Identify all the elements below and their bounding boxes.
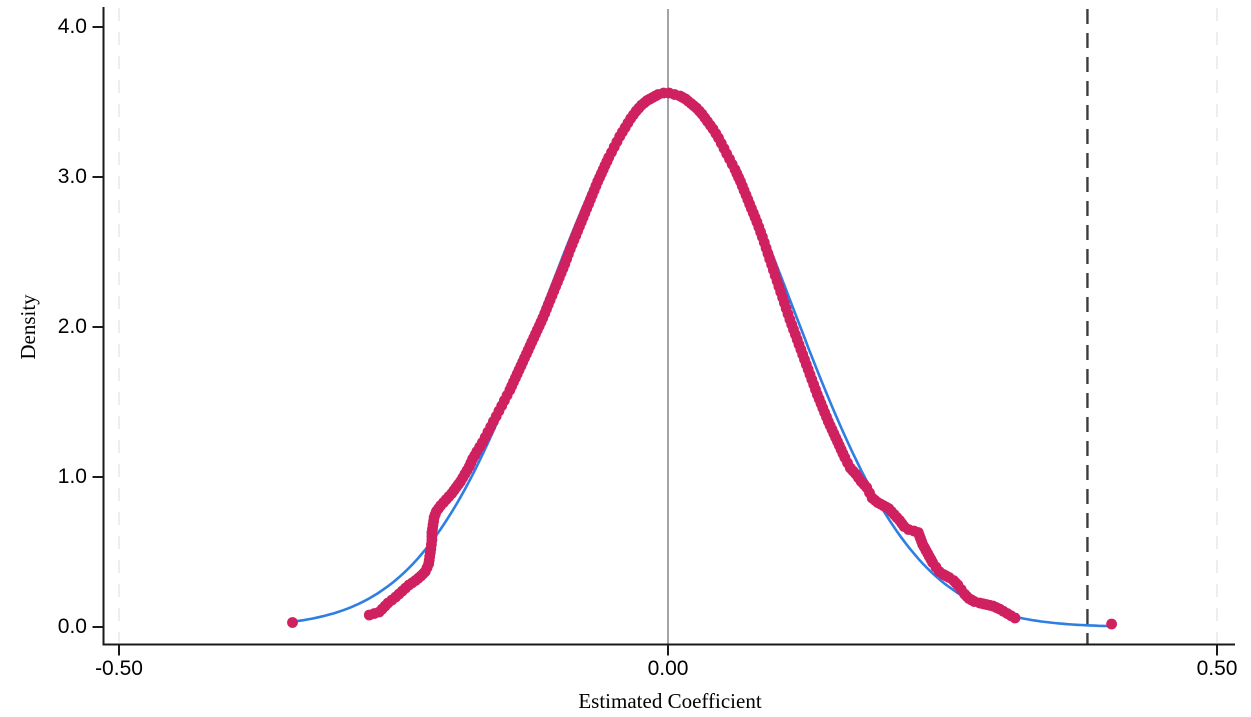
normal-density-curve xyxy=(293,93,1109,628)
y-tick-label: 0.0 xyxy=(57,615,87,638)
density-dot xyxy=(1106,618,1117,630)
y-tick-label: 3.0 xyxy=(57,165,87,188)
x-tick-label: -0.50 xyxy=(95,657,143,680)
y-tick-label: 4.0 xyxy=(57,15,87,38)
density-dot xyxy=(1009,612,1021,624)
y-tick-label: 2.0 xyxy=(57,315,87,338)
x-tick-label: 0.00 xyxy=(647,657,689,680)
placebo-estimates-density xyxy=(287,87,1117,630)
y-tick-label: 1.0 xyxy=(57,465,87,488)
x-tick-label: 0.50 xyxy=(1196,657,1238,680)
x-axis-title: Estimated Coefficient xyxy=(578,689,762,713)
density-dot xyxy=(287,617,298,628)
y-axis-title: Density xyxy=(16,294,40,360)
